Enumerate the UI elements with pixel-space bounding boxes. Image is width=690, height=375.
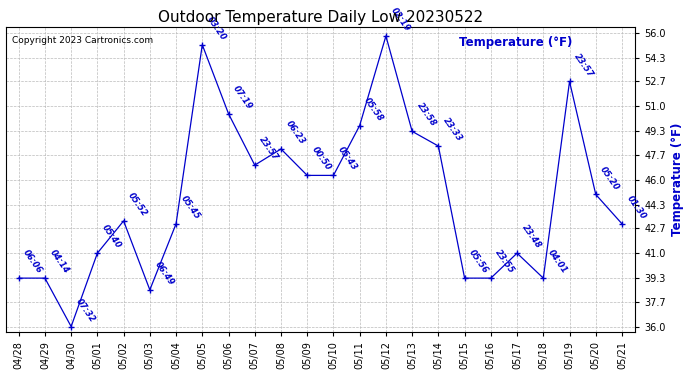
Text: Copyright 2023 Cartronics.com: Copyright 2023 Cartronics.com [12, 36, 153, 45]
Text: 07:32: 07:32 [74, 297, 97, 324]
Text: 05:20: 05:20 [598, 165, 621, 192]
Text: 23:58: 23:58 [415, 101, 437, 129]
Text: Temperature (°F): Temperature (°F) [459, 36, 572, 50]
Text: 23:48: 23:48 [520, 223, 542, 251]
Text: 05:52: 05:52 [126, 191, 149, 218]
Text: 06:06: 06:06 [21, 248, 44, 275]
Text: 05:56: 05:56 [467, 248, 490, 275]
Text: 04:14: 04:14 [48, 248, 70, 275]
Text: 07:19: 07:19 [231, 84, 254, 111]
Text: 23:57: 23:57 [257, 135, 280, 162]
Text: 05:43: 05:43 [336, 146, 359, 172]
Text: 05:58: 05:58 [362, 96, 385, 123]
Text: 05:45: 05:45 [179, 194, 201, 221]
Y-axis label: Temperature (°F): Temperature (°F) [671, 123, 684, 237]
Text: 00:50: 00:50 [310, 146, 333, 172]
Text: 05:40: 05:40 [100, 223, 123, 251]
Title: Outdoor Temperature Daily Low 20230522: Outdoor Temperature Daily Low 20230522 [158, 10, 483, 25]
Text: 06:23: 06:23 [284, 119, 306, 146]
Text: 06:49: 06:49 [152, 260, 175, 287]
Text: 03:20: 03:20 [205, 15, 228, 42]
Text: 02:19: 02:19 [388, 6, 411, 33]
Text: 01:30: 01:30 [624, 194, 647, 221]
Text: 04:01: 04:01 [546, 248, 569, 275]
Text: 23:55: 23:55 [493, 248, 516, 275]
Text: 23:57: 23:57 [572, 51, 595, 79]
Text: 23:33: 23:33 [441, 116, 464, 143]
